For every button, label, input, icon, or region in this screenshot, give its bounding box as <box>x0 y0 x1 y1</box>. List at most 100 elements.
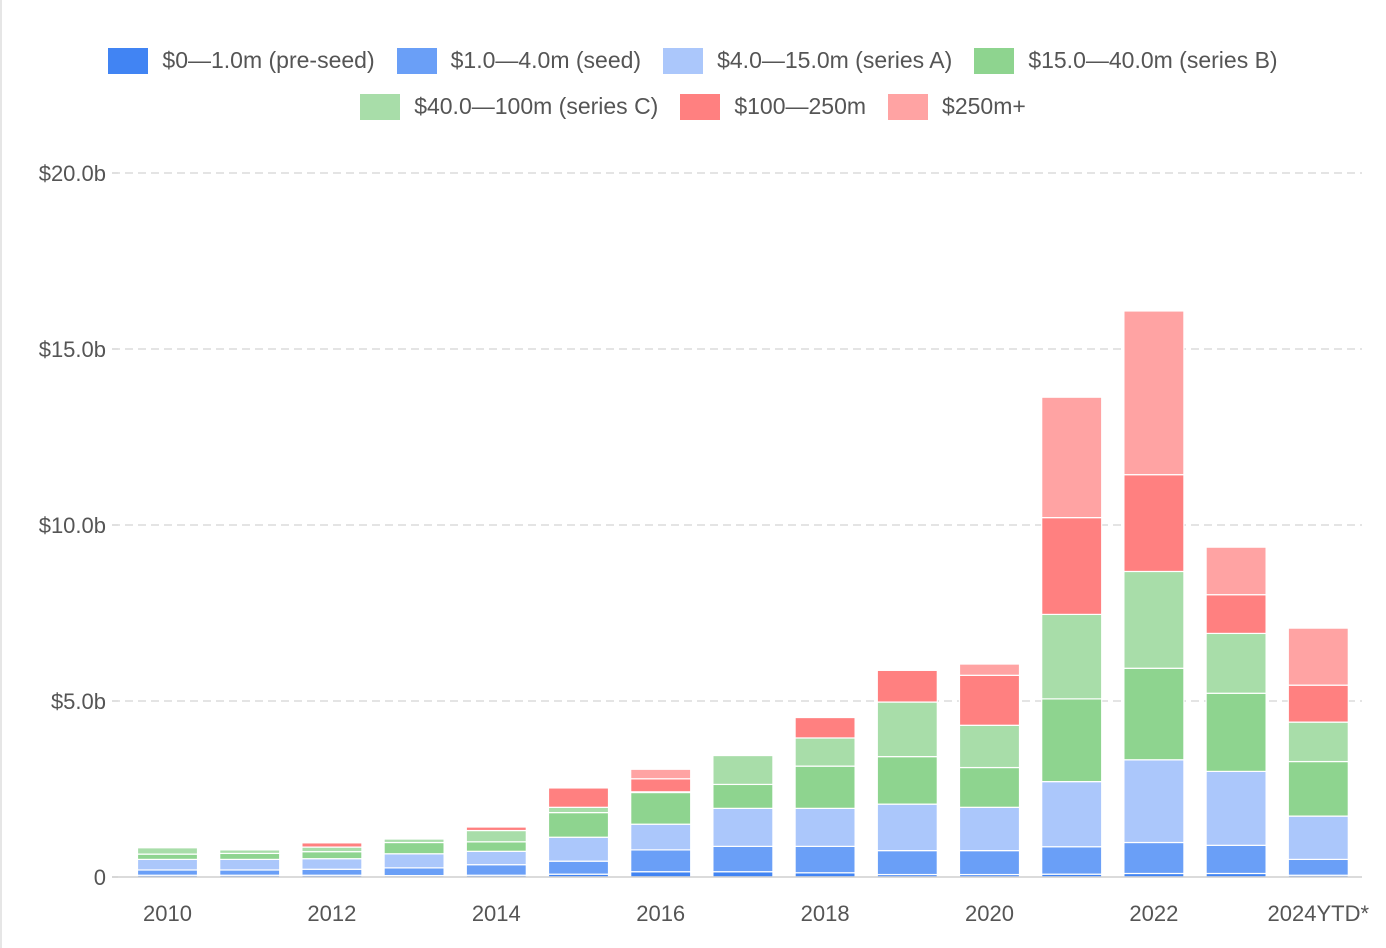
legend-item-seed[interactable]: $1.0—4.0m (seed) <box>396 47 642 74</box>
legend-label: $250m+ <box>942 93 1026 119</box>
bar-segment <box>219 852 281 861</box>
bar-segment <box>136 858 199 871</box>
bar-segment <box>1123 667 1185 761</box>
bar-segment <box>876 669 938 703</box>
bar-segment <box>630 823 692 851</box>
bar-segment <box>1123 570 1185 669</box>
legend-label: $15.0—40.0m (series B) <box>1028 47 1278 73</box>
bar-segment <box>958 674 1021 726</box>
bar-segment <box>1041 517 1103 616</box>
bar-segment <box>301 868 363 876</box>
legend-swatch <box>680 93 721 120</box>
bar-segment <box>219 849 281 855</box>
bar-segment <box>1287 721 1349 763</box>
x-tick-label: 2018 <box>801 901 850 926</box>
bar-segment <box>301 851 363 860</box>
legend-swatch <box>974 47 1015 74</box>
bar-segment <box>958 766 1021 808</box>
legend-item-pre-seed[interactable]: $0—1.0m (pre-seed) <box>108 47 375 74</box>
bar-segment <box>876 756 938 805</box>
bar-segment <box>301 846 363 853</box>
bar-segment <box>1287 760 1349 817</box>
legend-row-1: $0—1.0m (pre-seed) $1.0—4.0m (seed) $4.0… <box>0 47 1386 74</box>
legend-item-series-c[interactable]: $40.0—100m (series C) <box>360 93 658 120</box>
bar-segment <box>1205 546 1267 596</box>
bar-segment <box>383 867 445 877</box>
legend-label: $0—1.0m (pre-seed) <box>162 47 375 73</box>
bar-segment <box>1041 698 1103 783</box>
bar-segment <box>301 842 363 848</box>
bar-segment <box>383 841 445 855</box>
bar-segment <box>136 869 199 876</box>
legend-label: $40.0—100m (series C) <box>414 93 659 119</box>
bar-segment <box>465 826 527 832</box>
legend-label: $100—250m <box>734 93 867 119</box>
bar-segment <box>465 841 527 852</box>
bar-segment <box>630 768 692 780</box>
bar-segment <box>1205 844 1267 875</box>
bar-segment <box>794 737 856 767</box>
bar-segment <box>1041 396 1103 519</box>
y-tick-label: 0 <box>94 865 106 890</box>
bar-segment <box>383 837 445 840</box>
bar-segment <box>630 778 692 793</box>
bar-segment <box>547 811 610 838</box>
bar-segment <box>712 845 774 873</box>
legend-swatch <box>888 93 929 120</box>
legend-item-series-b[interactable]: $15.0—40.0m (series B) <box>974 47 1278 74</box>
legend-label: $1.0—4.0m (seed) <box>450 47 642 73</box>
bar-segment <box>712 783 774 809</box>
bar-segment <box>219 858 281 871</box>
bar-segment <box>1287 858 1349 876</box>
legend-item-series-a[interactable]: $4.0—15.0m (series A) <box>663 47 952 74</box>
bar-segment <box>876 803 938 852</box>
y-tick-label: $20.0b <box>39 161 106 186</box>
bar-segment <box>547 787 610 808</box>
bar-segment <box>958 663 1021 676</box>
legend-item-250m-plus[interactable]: $250m+ <box>888 93 1026 120</box>
bar-segment <box>794 845 856 874</box>
legend-row-2: $40.0—100m (series C) $100—250m $250m+ <box>0 93 1386 120</box>
x-tick-label: 2016 <box>636 901 685 926</box>
bar-segment <box>1287 627 1349 686</box>
bar-segment <box>136 853 199 860</box>
x-tick-label: 2014 <box>472 901 521 926</box>
legend-swatch <box>396 47 437 74</box>
bar-segment <box>219 869 281 876</box>
bar-segment <box>1205 594 1267 635</box>
bar-segment <box>794 765 856 809</box>
bar-segment <box>1123 841 1185 875</box>
bar-segment <box>958 806 1021 852</box>
bar-segment <box>958 724 1021 769</box>
bar-segment <box>547 806 610 814</box>
bar-segment <box>1123 759 1185 844</box>
bar-segment <box>136 847 199 855</box>
bar-segment <box>712 754 774 786</box>
bar-segment <box>876 849 938 876</box>
y-tick-label: $10.0b <box>39 513 106 538</box>
bar-segment <box>1287 684 1349 723</box>
bar-segment <box>794 807 856 847</box>
bar-segment <box>1205 692 1267 772</box>
bar-segment <box>1123 310 1185 476</box>
bar-segment <box>301 858 363 870</box>
bar-segment <box>712 871 774 878</box>
y-tick-label: $15.0b <box>39 337 106 362</box>
bar-segment <box>1123 474 1185 573</box>
bar-segment <box>876 701 938 758</box>
bar-segment <box>547 860 610 875</box>
bar-segment <box>465 829 527 843</box>
bar-segment <box>465 864 527 876</box>
bar-segment <box>630 849 692 873</box>
x-tick-label: 2020 <box>965 901 1014 926</box>
bar-segment <box>465 850 527 866</box>
bar-segment <box>1041 846 1103 875</box>
bar-segment <box>712 807 774 847</box>
bar-segment <box>630 871 692 878</box>
bar-segment <box>1041 613 1103 700</box>
x-tick-label: 2024YTD* <box>1268 901 1370 926</box>
legend-item-100-250m[interactable]: $100—250m <box>680 93 866 120</box>
bar-segment <box>547 836 610 862</box>
